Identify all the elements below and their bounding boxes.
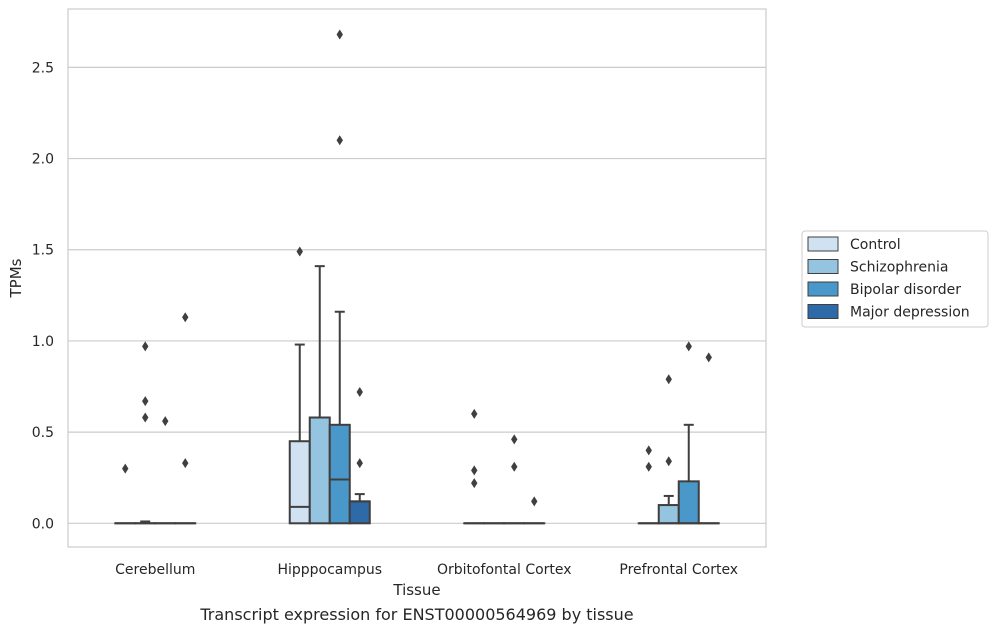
y-tick-label: 2.5 (32, 60, 54, 76)
legend-swatch (808, 305, 838, 319)
box (679, 481, 699, 523)
box (290, 441, 310, 523)
legend-label: Bipolar disorder (850, 282, 961, 298)
y-tick-labels: 0.0 0.5 1.0 1.5 2.0 2.5 (32, 60, 54, 532)
outlier-point (337, 30, 343, 40)
x-tick-label: Hipppocampus (277, 562, 382, 578)
box-group (639, 445, 659, 523)
legend-swatch (808, 237, 838, 251)
figure-caption: Transcript expression for ENST0000056496… (68, 605, 766, 624)
outlier-point (511, 434, 517, 444)
outlier-point (182, 458, 188, 468)
legend-swatch (808, 282, 838, 296)
box-group (504, 434, 524, 523)
outlier-point (297, 247, 303, 257)
box (310, 418, 330, 524)
outlier-point (531, 496, 537, 506)
outlier-point (666, 456, 672, 466)
x-tick-label: Cerebellum (115, 562, 195, 578)
y-tick-label: 0.0 (32, 516, 54, 532)
legend: Control Schizophrenia Bipolar disorder Majo… (802, 231, 988, 327)
outlier-point (357, 458, 363, 468)
outlier-point (337, 135, 343, 145)
outlier-point (646, 462, 652, 472)
box-layer (115, 30, 719, 524)
outlier-point (142, 341, 148, 351)
outlier-point (357, 387, 363, 397)
outlier-point (162, 416, 168, 426)
box-group (175, 312, 195, 523)
x-tick-label: Prefrontal Cortex (619, 562, 738, 578)
x-axis-label: Tissue (392, 581, 440, 599)
box-group (115, 464, 135, 524)
outlier-point (686, 341, 692, 351)
plot-frame (68, 9, 766, 547)
outlier-point (471, 478, 477, 488)
box-group (699, 352, 719, 523)
outlier-point (646, 445, 652, 455)
legend-label: Control (850, 237, 901, 253)
box-group (310, 266, 330, 523)
legend-swatch (808, 260, 838, 274)
outlier-point (182, 312, 188, 322)
y-tick-label: 1.5 (32, 243, 54, 259)
outlier-point (706, 352, 712, 362)
x-tick-label: Orbitofontal Cortex (437, 562, 572, 578)
outlier-point (142, 396, 148, 406)
y-tick-label: 2.0 (32, 152, 54, 168)
y-tick-label: 1.0 (32, 334, 54, 350)
outlier-point (122, 464, 128, 474)
outlier-point (142, 413, 148, 423)
outlier-point (471, 465, 477, 475)
y-tick-label: 0.5 (32, 425, 54, 441)
outlier-point (511, 462, 517, 472)
box-group (290, 247, 310, 524)
legend-label: Schizophrenia (850, 260, 948, 276)
box-group (524, 496, 544, 523)
box-group (330, 30, 350, 524)
box (659, 505, 679, 523)
box-group (464, 409, 484, 523)
legend-label: Major depression (850, 305, 970, 321)
outlier-point (471, 409, 477, 419)
outlier-point (666, 374, 672, 384)
box-group (659, 374, 679, 523)
box (330, 425, 350, 523)
x-tick-labels: Cerebellum Hipppocampus Orbitofontal Corte… (115, 562, 738, 578)
grid-layer (68, 67, 766, 523)
box (350, 501, 370, 523)
box-group (350, 387, 370, 523)
y-axis-label: TPMs (7, 258, 25, 298)
